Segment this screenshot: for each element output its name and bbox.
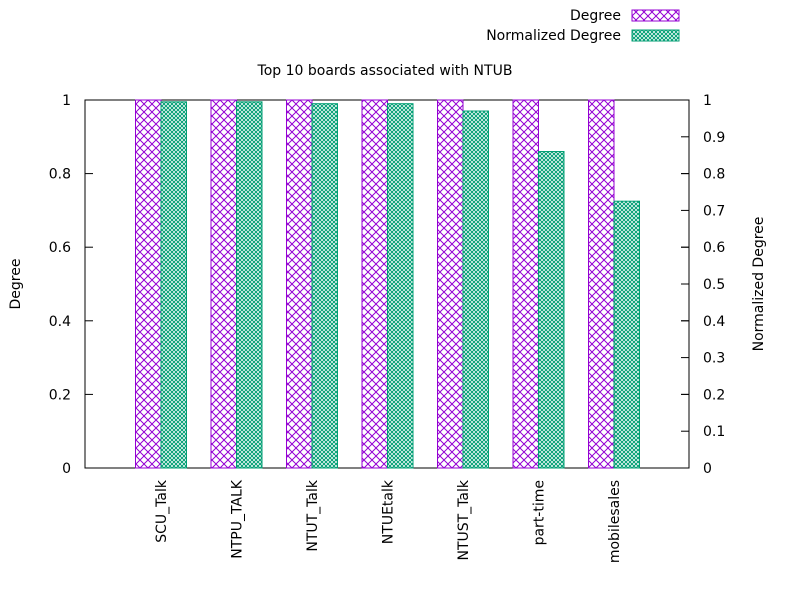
x-tick-label: NTUEtalk — [381, 479, 397, 544]
legend-swatch — [631, 29, 680, 42]
bar-degree-3 — [361, 99, 388, 469]
legend-label: Normalized Degree — [486, 28, 621, 44]
y2-tick-label: 0.6 — [703, 240, 725, 256]
chart-title: Top 10 boards associated with NTUB — [257, 63, 513, 79]
bar-normalized-degree-5 — [538, 151, 565, 469]
bars-group — [135, 99, 640, 469]
y2-tick-label: 0.2 — [703, 387, 725, 403]
y2-tick-label: 1 — [703, 93, 712, 109]
bar-normalized-degree-1 — [236, 101, 263, 469]
x-tick-label: SCU_Talk — [154, 479, 170, 543]
y2-tick-label: 0.8 — [703, 167, 725, 183]
bar-normalized-degree-4 — [462, 110, 489, 469]
bar-degree-5 — [512, 99, 539, 469]
y-axis-label: Degree — [8, 259, 24, 310]
x-tick-label: mobilesales — [607, 480, 623, 563]
bar-degree-2 — [286, 99, 313, 469]
bar-normalized-degree-6 — [613, 200, 640, 469]
bar-normalized-degree-3 — [387, 103, 414, 469]
x-tick-label: NTPU_TALK — [230, 479, 246, 559]
y-tick-label: 0.2 — [49, 387, 71, 403]
bar-degree-1 — [210, 99, 237, 469]
bar-degree-4 — [437, 99, 464, 469]
y-tick-label: 0 — [62, 461, 71, 477]
bar-normalized-degree-0 — [160, 101, 187, 469]
bar-degree-0 — [135, 99, 162, 469]
bar-normalized-degree-2 — [311, 103, 338, 469]
y2-tick-label: 0.3 — [703, 351, 725, 367]
y2-tick-label: 0.7 — [703, 203, 725, 219]
y-axis-right: 0 0.1 0.2 0.3 0.4 0.5 0.6 0.7 0.8 0.9 1 — [681, 93, 725, 477]
legend-label: Degree — [570, 8, 621, 24]
y2-tick-label: 0 — [703, 461, 712, 477]
x-axis: SCU_Talk NTPU_TALK NTUT_Talk NTUEtalk NTUST_… — [154, 479, 623, 563]
y-tick-label: 1 — [62, 93, 71, 109]
y2-tick-label: 0.9 — [703, 130, 725, 146]
x-tick-label: NTUT_Talk — [305, 479, 321, 552]
y2-axis-label: Normalized Degree — [751, 217, 767, 352]
legend-swatch — [631, 9, 680, 22]
y-tick-label: 0.4 — [49, 314, 71, 330]
y2-tick-label: 0.1 — [703, 424, 725, 440]
x-tick-label: part-time — [532, 480, 548, 545]
x-tick-label: NTUST_Talk — [456, 479, 472, 560]
legend: Degree Normalized Degree — [486, 8, 680, 44]
y-tick-label: 0.8 — [49, 167, 71, 183]
y2-tick-label: 0.4 — [703, 314, 725, 330]
bar-degree-6 — [588, 99, 615, 469]
y2-tick-label: 0.5 — [703, 277, 725, 293]
y-tick-label: 0.6 — [49, 240, 71, 256]
